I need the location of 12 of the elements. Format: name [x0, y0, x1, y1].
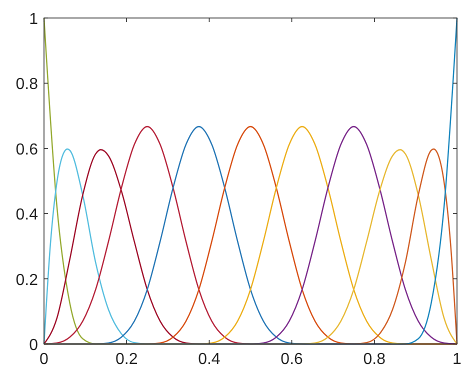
- x-tick-label: 0: [40, 351, 49, 368]
- x-tick-label: 0.6: [280, 351, 304, 368]
- x-tick-label: 0.2: [115, 351, 138, 368]
- x-tick-label: 0.8: [363, 351, 386, 368]
- y-tick-label: 0.2: [16, 272, 38, 289]
- y-tick-label: 0: [29, 337, 38, 354]
- y-tick-label: 0.8: [16, 76, 38, 94]
- y-tick-label: 0.4: [16, 206, 38, 224]
- x-tick-label: 0.4: [198, 351, 220, 368]
- x-tick-label: 1: [452, 351, 462, 368]
- y-tick-label: 1: [29, 11, 38, 28]
- y-tick-label: 0.6: [16, 141, 38, 158]
